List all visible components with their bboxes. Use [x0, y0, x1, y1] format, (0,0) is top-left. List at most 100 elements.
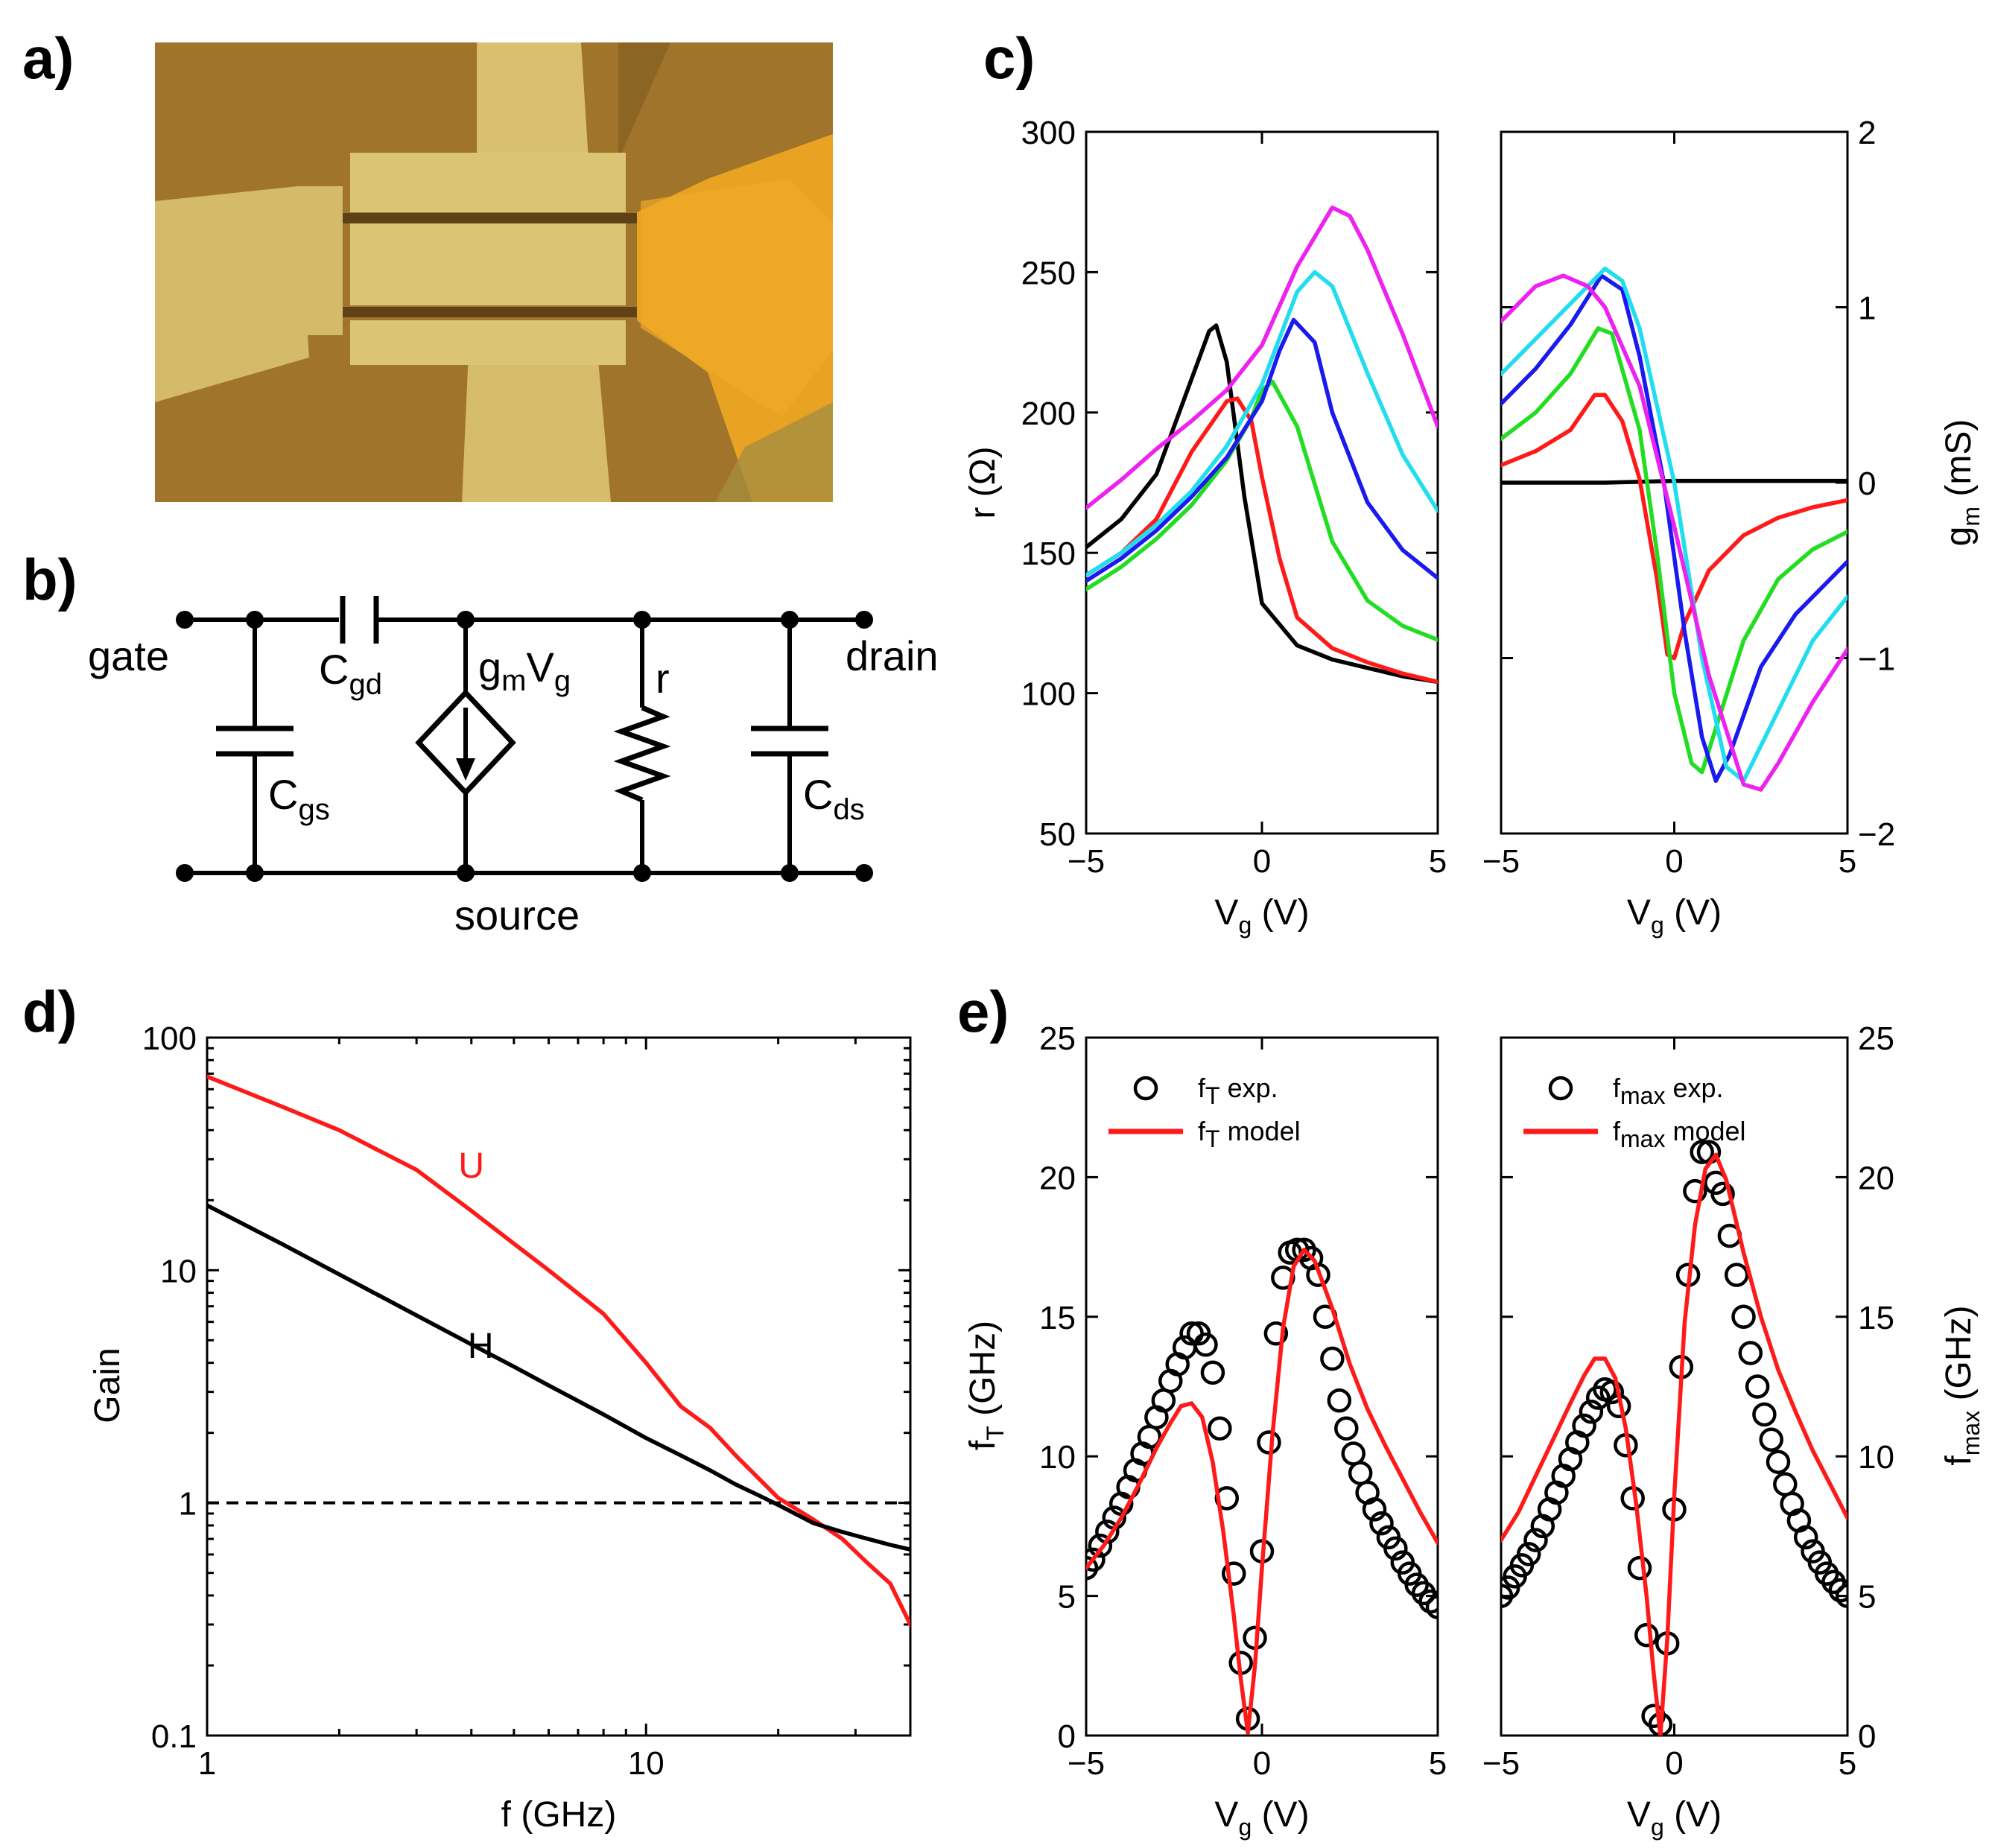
e-left-exp-point: [1362, 1497, 1387, 1522]
d-ytick-label: 0.1: [151, 1718, 197, 1755]
photo-finger-1: [350, 153, 626, 212]
e-left-exp-point: [1263, 1321, 1289, 1346]
e-right-exp-point: [1731, 1304, 1756, 1330]
e-left-exp-point: [1334, 1416, 1359, 1441]
node-source-left: [176, 864, 194, 882]
e-right-exp-point: [1724, 1263, 1749, 1287]
panel-label-d: d): [22, 979, 77, 1044]
d-annotation-U: U: [458, 1146, 484, 1186]
e-right-ytick-label: 25: [1858, 1020, 1894, 1057]
label-r: r: [656, 655, 670, 702]
c-left-series-red: [1086, 396, 1438, 685]
e-left-exp-point: [1088, 1533, 1113, 1558]
c-right-xtick-label: 0: [1665, 843, 1683, 880]
chart-c-right: −5 0 5−2 −1 0 1 2 Vg (V) gm (mS): [1482, 115, 1985, 939]
e-right-exp-point: [1766, 1449, 1791, 1474]
c-left-series-blue: [1086, 317, 1438, 583]
e-left-exp-point: [1221, 1561, 1246, 1586]
c-right-series-magenta: [1501, 273, 1847, 792]
c-left-ylabel: r (Ω): [963, 446, 1003, 518]
c-right-xlabel: Vg (V): [1627, 893, 1722, 939]
e-right-ytick-label: 5: [1858, 1579, 1876, 1616]
c-right-series-blue: [1501, 273, 1847, 784]
photo-gap-2: [343, 307, 637, 317]
e-left-ytick-label: 10: [1039, 1439, 1076, 1476]
e-left-exp-point: [1327, 1388, 1352, 1413]
e-left-ytick-label: 0: [1058, 1718, 1076, 1755]
e-left-exp-point: [1320, 1346, 1345, 1371]
d-xlabel: f (GHz): [501, 1795, 617, 1835]
device-photo: [155, 42, 833, 502]
e-left-legend-exp: fT exp.: [1198, 1073, 1278, 1109]
e-right-plot-area: [1501, 1140, 1847, 1736]
c-left-series-magenta: [1086, 205, 1438, 510]
c-left-xlabel: Vg (V): [1214, 893, 1309, 939]
e-left-xtick-label: −5: [1068, 1745, 1105, 1782]
d-xtick-label: 10: [628, 1745, 664, 1782]
e-right-ytick-label: 0: [1858, 1718, 1876, 1755]
e-right-exp-point: [1634, 1622, 1659, 1648]
e-left-exp-point: [1208, 1416, 1232, 1441]
e-right-exp-point: [1579, 1399, 1604, 1424]
e-left-exp-point: [1341, 1441, 1365, 1466]
c-right-ytick-label: 2: [1858, 115, 1876, 151]
c-right-ytick-label: −2: [1858, 816, 1895, 853]
c-right-series-green: [1501, 326, 1847, 775]
e-left-ytick-label: 15: [1039, 1300, 1076, 1336]
e-right-xtick-label: −5: [1482, 1745, 1520, 1782]
e-right-exp-point: [1572, 1413, 1596, 1438]
e-right-exp-point: [1752, 1402, 1777, 1427]
c-left-plot-area: [1086, 205, 1438, 685]
e-right-exp-point: [1710, 1181, 1735, 1207]
d-ytick-label: 1: [179, 1486, 197, 1522]
d-series-U: [207, 1074, 910, 1627]
e-left-ytick-label: 25: [1039, 1020, 1076, 1057]
circuit-diagram: gate drain source Cgd Cgs Cds gmVg r: [88, 596, 939, 939]
node-drain: [855, 611, 873, 629]
c-right-series-red: [1501, 393, 1847, 661]
label-source: source: [454, 892, 580, 939]
c-left-series-cyan: [1086, 270, 1438, 578]
c-left-xtick-label: −5: [1068, 843, 1105, 880]
e-left-ytick-label: 5: [1058, 1579, 1076, 1616]
d-series-H: [207, 1203, 910, 1552]
e-left-exp-point: [1383, 1536, 1408, 1561]
c-right-ytick-label: 1: [1858, 290, 1876, 327]
e-left-exp-point: [1418, 1589, 1438, 1614]
photo-gap-1: [343, 213, 637, 223]
e-right-ylabel: fmax (GHz): [1939, 1305, 1985, 1465]
e-right-exp-point: [1828, 1578, 1847, 1603]
e-right-exp-point: [1683, 1178, 1707, 1204]
e-right-exp-point: [1773, 1472, 1798, 1496]
c-left-ytick-label: 50: [1039, 816, 1076, 853]
label-gate: gate: [88, 632, 169, 679]
e-right-exp-point: [1516, 1542, 1541, 1566]
e-right-ytick-label: 10: [1858, 1439, 1894, 1476]
e-left-exp-point: [1348, 1461, 1373, 1485]
e-right-ytick-label: 20: [1858, 1160, 1894, 1196]
d-plot-area: [207, 1074, 910, 1627]
e-right-xlabel: Vg (V): [1627, 1795, 1722, 1841]
node-gate: [176, 611, 194, 629]
e-right-exp-point: [1523, 1528, 1548, 1552]
e-left-legend-marker: [1133, 1076, 1158, 1101]
c-left-xtick-label: 5: [1429, 843, 1447, 880]
photo-top-lead: [477, 42, 589, 160]
e-right-exp-point: [1690, 1140, 1714, 1164]
panel-label-c: c): [983, 25, 1035, 91]
c-left-xtick-label: 0: [1253, 843, 1271, 880]
label-drain: drain: [846, 632, 939, 679]
c-left-ytick-label: 300: [1021, 115, 1076, 151]
e-left-xtick-label: 5: [1429, 1745, 1447, 1782]
c-right-ylabel: gm (mS): [1939, 419, 1985, 547]
e-left-legend-model: fT model: [1198, 1116, 1301, 1152]
e-right-exp-point: [1745, 1374, 1770, 1399]
e-right-legend-model: fmax model: [1613, 1116, 1746, 1152]
c-right-plot-area: [1501, 266, 1847, 792]
e-right-xtick-label: 5: [1839, 1745, 1856, 1782]
photo-left-lead: [155, 186, 309, 402]
e-left-exp-point: [1200, 1360, 1225, 1385]
